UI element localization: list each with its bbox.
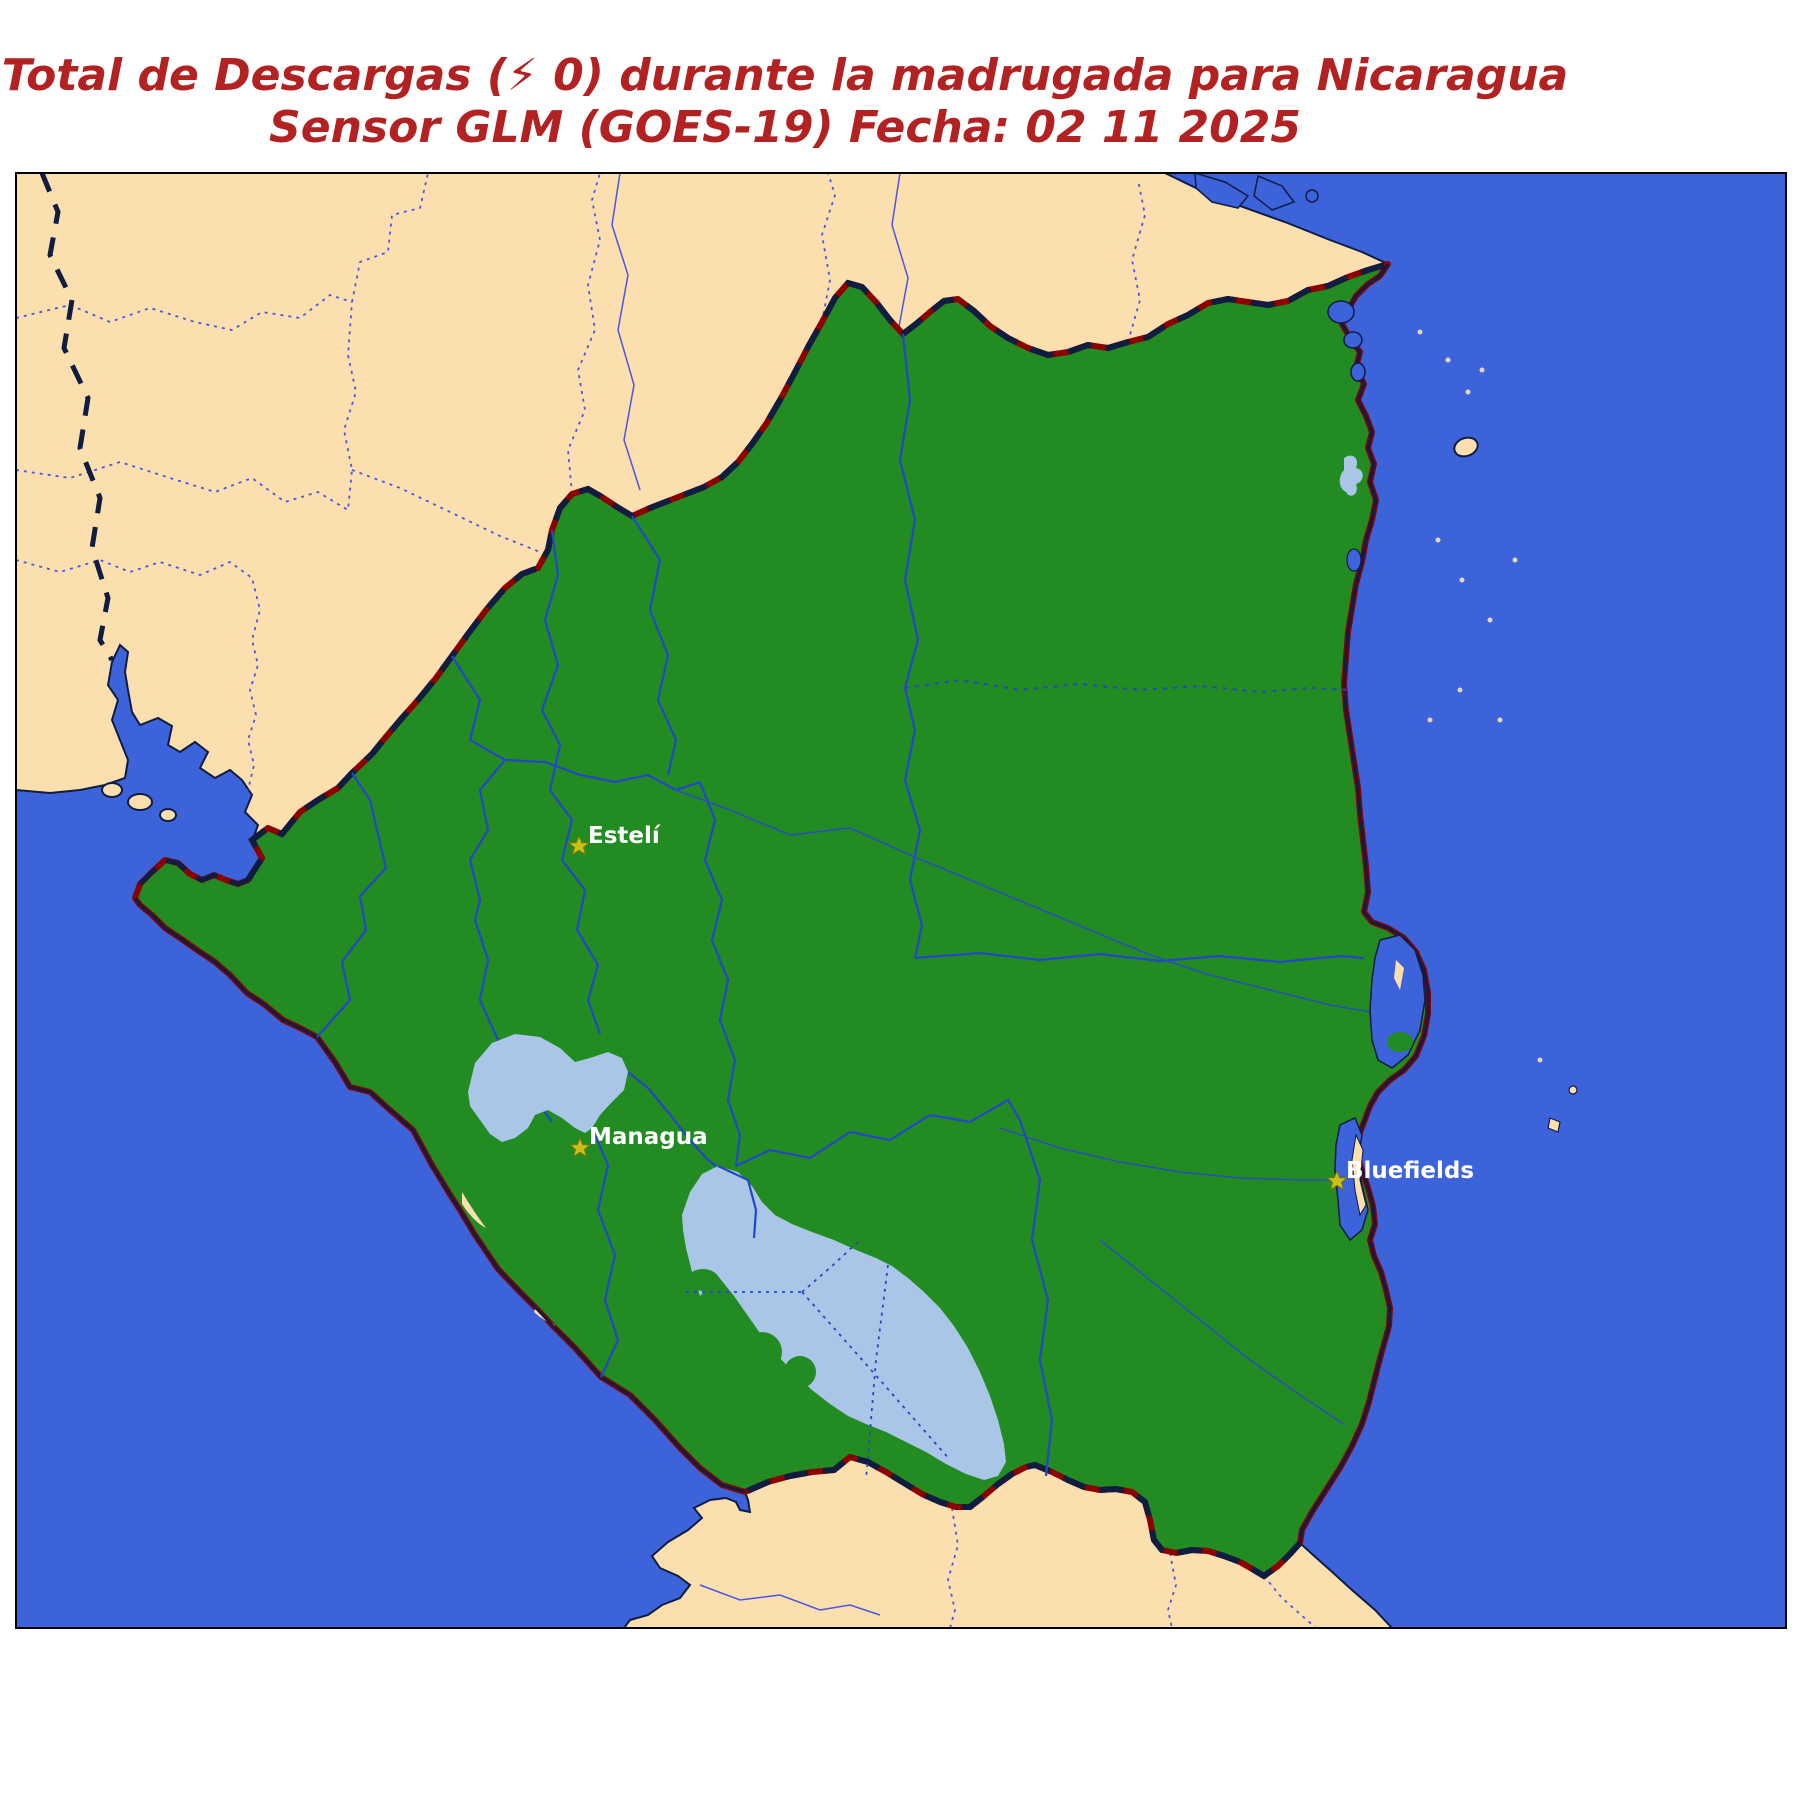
- wounta-lagoon: [1346, 548, 1362, 572]
- city-star-icon: [568, 1136, 592, 1158]
- city-star-icon: [567, 834, 591, 856]
- title-line-2: Sensor GLM (GOES-19) Fecha: 02 11 2025: [269, 102, 1301, 153]
- pearl-lagoon-sandbar: [1394, 960, 1404, 990]
- honduras-lagoon: [1305, 189, 1319, 203]
- gulf-island: [101, 782, 123, 798]
- figure-title: Total de Descargas (⚡ 0) durante la madr…: [0, 50, 1570, 154]
- lake-managua: [468, 1034, 628, 1142]
- city-marker-bluefields: Bluefields: [1325, 1158, 1474, 1191]
- city-label-bluefields: Bluefields: [1346, 1158, 1474, 1184]
- nicaragua-gulf-dashed-coast: [138, 857, 249, 887]
- bismuna-lagoon: [1343, 331, 1363, 349]
- nicaragua-admin-lines: [316, 333, 1365, 1477]
- lake-nicaragua: [682, 1166, 1006, 1480]
- nicaragua-admin-line-dashed: [904, 678, 1353, 694]
- lake-admin-line-solid: [717, 1165, 758, 1239]
- gulf-island: [127, 793, 153, 811]
- karata-lake: [1339, 455, 1363, 496]
- lake-admin-lines: [686, 1239, 951, 1481]
- nicaragua-coastline: [1298, 263, 1430, 1544]
- ometepe-island: [784, 1356, 816, 1388]
- nicaragua-costarica-border: [743, 1453, 1303, 1580]
- city-marker-managua: Managua: [568, 1124, 708, 1158]
- bismuna-lagoon: [1327, 300, 1355, 324]
- nicaragua-honduras-border: [245, 261, 1389, 882]
- gulf-island: [159, 808, 177, 822]
- bluefields-sandbar: [1351, 1133, 1367, 1217]
- neighbor-admin-lines: [16, 173, 1146, 791]
- pearl-lagoon: [1369, 934, 1426, 1069]
- nicaragua-rivers: [675, 789, 1371, 1426]
- nicaragua-coastline: [133, 897, 746, 1494]
- honduras-lagoon: [1253, 174, 1296, 211]
- zapatera-island: [687, 1269, 719, 1291]
- cay: [1568, 1085, 1578, 1095]
- neighbor-rivers: [611, 173, 909, 491]
- title-line-1: Total de Descargas (⚡ 0) durante la madr…: [1, 50, 1569, 101]
- city-marker-esteli: Estelí: [567, 823, 661, 856]
- city-star-icon: [1325, 1169, 1349, 1191]
- city-label-managua: Managua: [589, 1124, 708, 1150]
- pearl-lagoon-island: [1387, 1032, 1413, 1052]
- es-hn-border: [39, 173, 115, 662]
- tiny-cays: [1417, 329, 1543, 1063]
- cay: [1547, 1117, 1561, 1133]
- map-frame: [15, 172, 1787, 1629]
- city-label-esteli: Estelí: [588, 823, 661, 849]
- ometepe-island: [742, 1332, 782, 1372]
- beach-sliver: [462, 1192, 486, 1228]
- costa-rica-river: [699, 1584, 881, 1616]
- coastal-lagoon: [1350, 362, 1366, 382]
- corn-island: [1453, 436, 1479, 458]
- honduras-lagoon: [1194, 173, 1250, 209]
- costa-rica-admin-lines: [947, 1507, 1317, 1628]
